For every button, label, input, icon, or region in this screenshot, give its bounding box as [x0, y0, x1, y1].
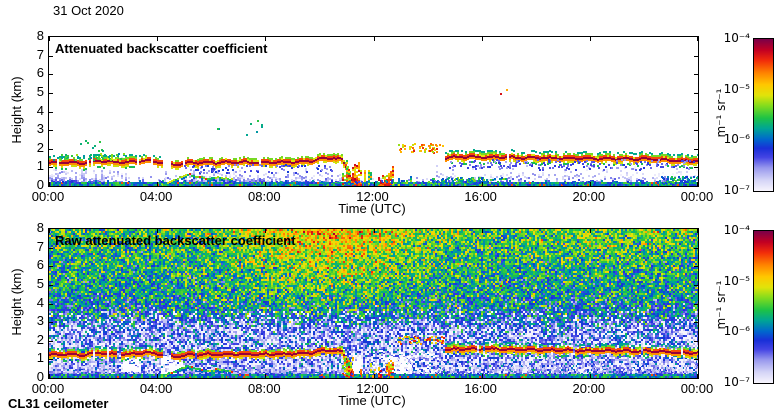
x-tick-label: 04:00	[139, 381, 173, 396]
x-tick-label: 16:00	[464, 381, 497, 396]
y-tick-label: 1	[36, 158, 44, 174]
date-label: 31 Oct 2020	[53, 3, 124, 18]
panel2-colorbar	[753, 230, 774, 384]
colorbar-tick-label: 10⁻⁷	[723, 183, 750, 197]
y-tick-label: 6	[36, 65, 44, 81]
y-tick-label: 2	[36, 331, 44, 347]
y-tick-label: 1	[36, 350, 44, 366]
attenuated-backscatter-heatmap	[48, 36, 699, 187]
panel2-title: Raw attenuated backscatter coefficient	[55, 233, 296, 248]
colorbar-tick-label: 10⁻⁵	[723, 273, 750, 288]
x-tick-label: 08:00	[248, 189, 281, 204]
x-tick-label: 16:00	[464, 189, 497, 204]
y-tick-label: 8	[36, 220, 44, 235]
x-tick-label: 12:00	[356, 381, 389, 396]
y-tick-label: 4	[36, 102, 44, 118]
panel1-title: Attenuated backscatter coefficient	[55, 41, 268, 56]
y-tick-label: 2	[36, 139, 44, 155]
panel2-y-axis-label: Height (km)	[9, 268, 24, 336]
x-tick-label: 00:00	[680, 381, 714, 396]
colorbar-tick-label: 10⁻⁴	[723, 31, 750, 45]
y-tick-label: 6	[36, 257, 44, 273]
y-tick-label: 3	[36, 313, 44, 329]
x-tick-label: 20:00	[572, 189, 606, 204]
panel1-y-axis-label: Height (km)	[9, 76, 24, 144]
x-tick-label: 20:00	[572, 381, 606, 396]
x-tick-label: 08:00	[248, 381, 281, 396]
panel1-colorbar	[753, 38, 774, 192]
x-tick-label: 00:00	[680, 189, 714, 204]
y-tick-label: 8	[36, 28, 44, 43]
x-tick-label: 00:00	[31, 189, 65, 204]
instrument-label: CL31 ceilometer	[8, 396, 109, 411]
y-tick-label: 4	[36, 294, 44, 310]
x-tick-label: 12:00	[356, 189, 389, 204]
y-tick-label: 5	[36, 275, 44, 291]
colorbar-tick-label: 10⁻⁶	[723, 324, 750, 339]
y-tick-label: 7	[36, 238, 44, 254]
raw-attenuated-backscatter-heatmap	[48, 228, 699, 379]
colorbar-tick-label: 10⁻⁴	[723, 223, 750, 237]
colorbar-tick-label: 10⁻⁵	[723, 81, 750, 96]
x-tick-label: 04:00	[139, 189, 173, 204]
y-tick-label: 0	[36, 177, 44, 192]
colorbar-tick-label: 10⁻⁷	[723, 375, 750, 389]
y-tick-label: 3	[36, 121, 44, 137]
x-tick-label: 00:00	[31, 381, 65, 396]
y-tick-label: 5	[36, 83, 44, 99]
y-tick-label: 0	[36, 369, 44, 384]
panel2-x-axis-label: Time (UTC)	[338, 393, 406, 408]
panel1-x-axis-label: Time (UTC)	[338, 201, 406, 216]
colorbar-tick-label: 10⁻⁶	[723, 132, 750, 147]
y-tick-label: 7	[36, 46, 44, 62]
